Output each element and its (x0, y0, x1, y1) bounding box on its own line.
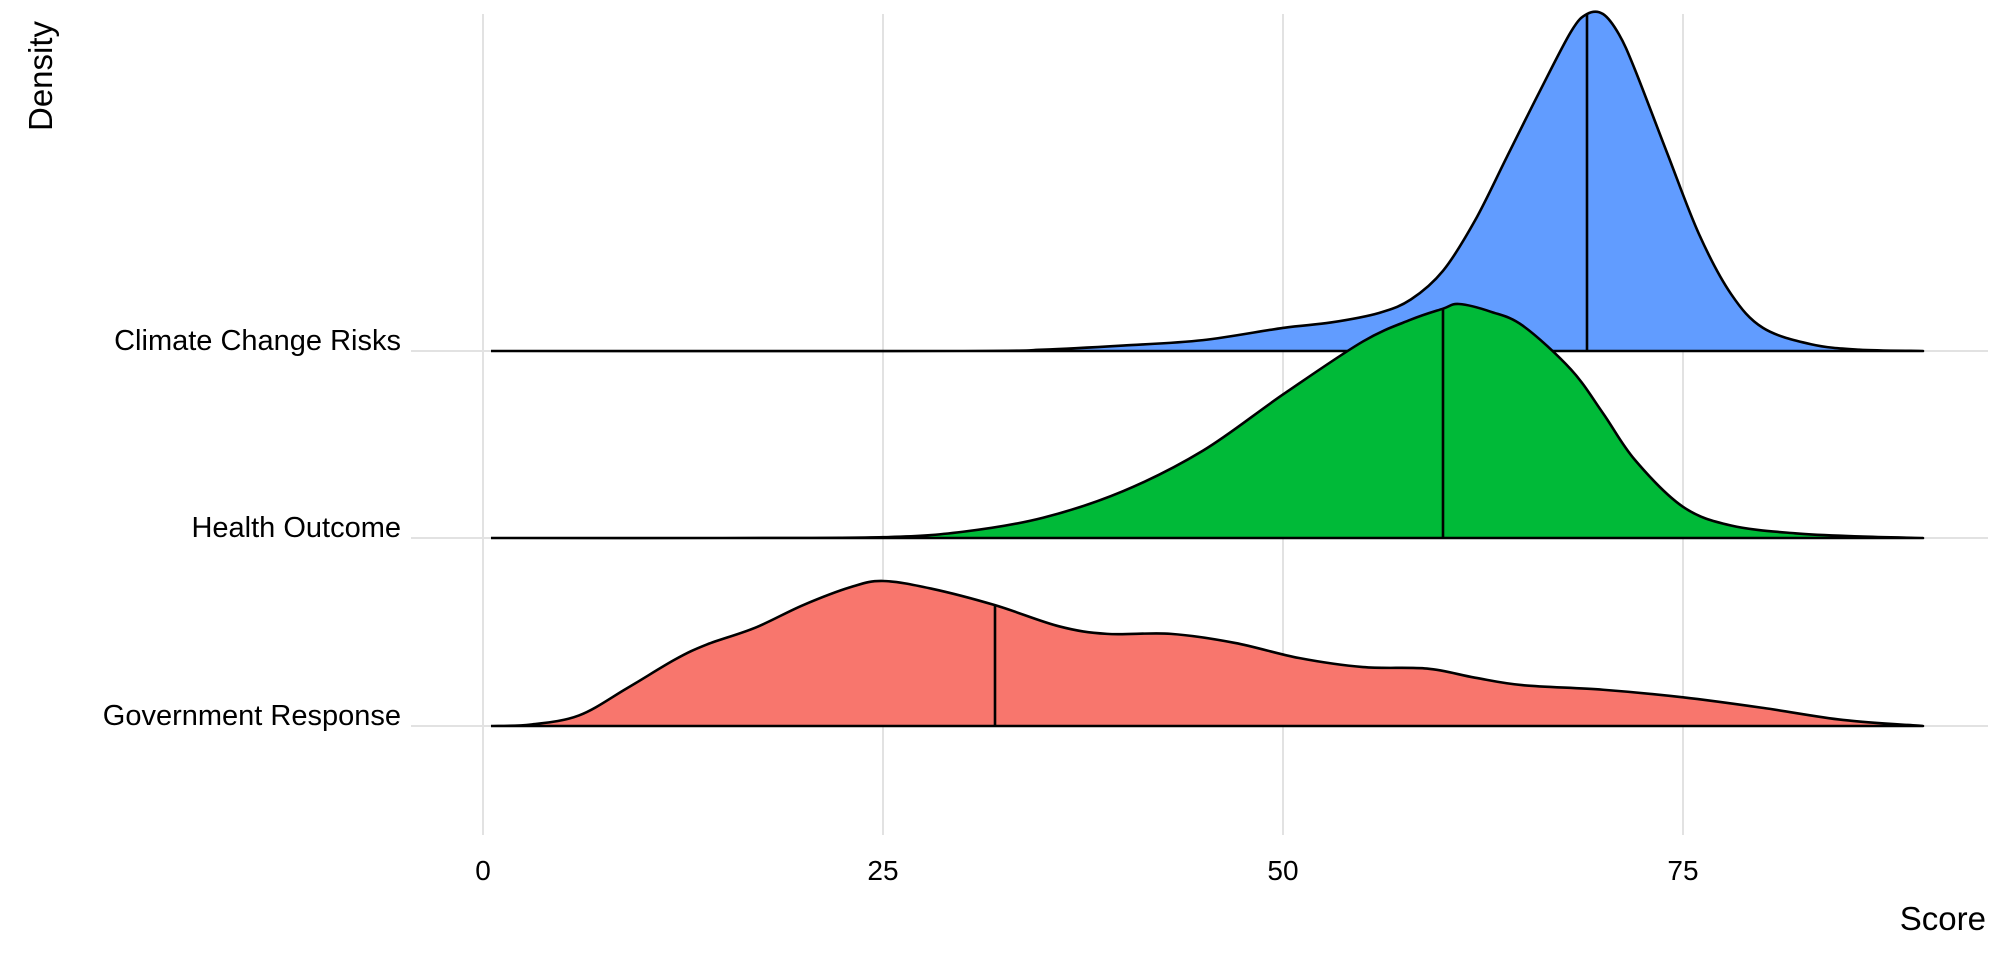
y-axis-title: Density (22, 20, 59, 131)
ridge-health-outcome (490, 302, 1925, 540)
ridge-outline-1 (490, 579, 1925, 728)
ridge-fill-2 (491, 303, 1923, 539)
category-label-3: Climate Change Risks (114, 325, 401, 357)
ridge-outline-3 (490, 10, 1925, 353)
x-tick-labels: 0 25 50 75 (475, 855, 1698, 886)
x-axis-title: Score (1900, 900, 1986, 937)
category-label-2: Health Outcome (191, 512, 401, 544)
x-tick-label-0: 0 (475, 855, 491, 886)
category-label-1: Government Response (103, 700, 401, 732)
x-tick-label-50: 50 (1267, 855, 1298, 886)
ridge-outline-2 (490, 302, 1925, 540)
ridge-fill-3 (491, 11, 1923, 352)
x-tick-label-75: 75 (1667, 855, 1698, 886)
ridges (490, 10, 1925, 728)
ridge-climate-change-risks (490, 10, 1925, 353)
category-labels: Climate Change Risks Health Outcome Govern… (103, 325, 401, 732)
ridge-fill-1 (491, 580, 1923, 726)
x-tick-label-25: 25 (867, 855, 898, 886)
ridge-government-response (490, 579, 1925, 728)
